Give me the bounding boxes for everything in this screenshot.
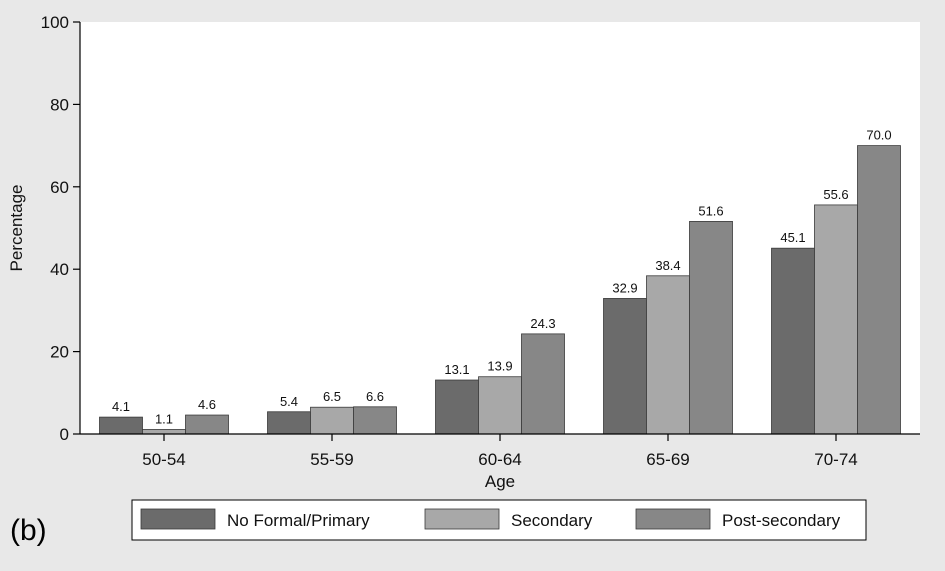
legend: No Formal/Primary Secondary Post-secondary: [140, 508, 841, 530]
bar: [435, 379, 479, 435]
bar-value-label: 45.1: [780, 230, 805, 245]
legend-swatch: [140, 508, 216, 530]
bar: [689, 221, 733, 435]
bar: [771, 247, 815, 435]
bar-value-label: 38.4: [655, 258, 680, 273]
data-labels-layer: 4.1 1.1 4.6 5.4 6.5 6.6 13.1 13.9 24.3 32.9 38.4 51…: [112, 128, 892, 427]
legend-swatch: [424, 508, 500, 530]
x-tick-label: 60-64: [478, 450, 521, 469]
x-tick-label: 50-54: [142, 450, 185, 469]
bar-value-label: 1.1: [155, 411, 173, 426]
bar-value-label: 5.4: [280, 394, 298, 409]
bar-value-label: 32.9: [612, 280, 637, 295]
bar-value-label: 13.9: [487, 359, 512, 374]
bar: [267, 411, 311, 435]
y-tick-label: 80: [50, 95, 69, 114]
bar-value-label: 6.6: [366, 389, 384, 404]
bar: [99, 416, 143, 435]
bar: [603, 298, 647, 435]
bar: [185, 414, 229, 435]
x-tick-label: 55-59: [310, 450, 353, 469]
bar: [478, 376, 522, 435]
x-tick-label: 70-74: [814, 450, 857, 469]
bars-layer: [99, 145, 901, 435]
bar: [646, 275, 690, 435]
y-tick-label: 0: [60, 425, 69, 444]
x-axis-ticks: 50-54 55-59 60-64 65-69 70-74: [142, 434, 858, 469]
x-tick-label: 65-69: [646, 450, 689, 469]
bar: [814, 204, 858, 435]
bar-value-label: 6.5: [323, 389, 341, 404]
y-axis-title: Percentage: [7, 185, 26, 272]
bar: [857, 145, 901, 435]
bar-value-label: 70.0: [866, 128, 891, 143]
y-tick-label: 40: [50, 260, 69, 279]
legend-label: Post-secondary: [722, 511, 841, 530]
legend-label: Secondary: [511, 511, 593, 530]
y-axis-ticks: 0 20 40 60 80 100: [41, 13, 80, 444]
bar-value-label: 51.6: [698, 203, 723, 218]
bar-value-label: 55.6: [823, 187, 848, 202]
x-axis-title: Age: [485, 472, 515, 491]
legend-swatch: [635, 508, 711, 530]
bar-value-label: 4.1: [112, 399, 130, 414]
bar-value-label: 13.1: [444, 362, 469, 377]
bar: [310, 406, 354, 435]
bar-value-label: 24.3: [530, 316, 555, 331]
bar: [353, 406, 397, 435]
bar: [521, 333, 565, 435]
y-tick-label: 100: [41, 13, 69, 32]
y-tick-label: 20: [50, 343, 69, 362]
legend-label: No Formal/Primary: [227, 511, 370, 530]
panel-label: (b): [10, 514, 47, 547]
y-tick-label: 60: [50, 178, 69, 197]
bar: [142, 429, 186, 435]
bar-value-label: 4.6: [198, 397, 216, 412]
